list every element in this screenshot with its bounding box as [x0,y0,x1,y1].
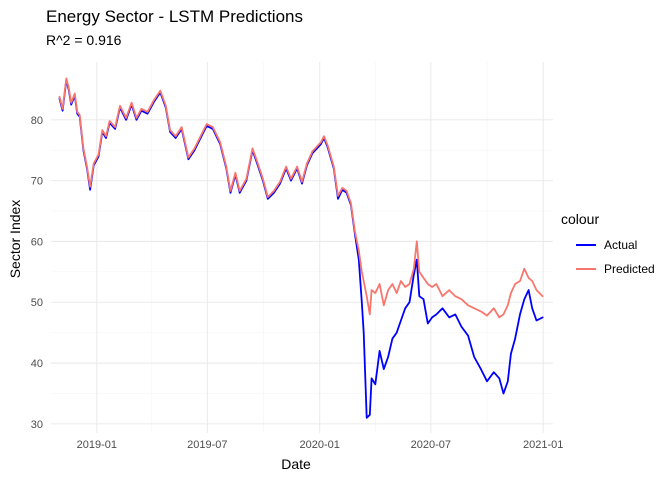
plot-panel [51,62,553,433]
y-tick-label: 80 [31,115,43,127]
minor-gridlines [51,62,553,433]
chart-title: Energy Sector - LSTM Predictions [46,7,303,26]
y-axis-ticks: 30 40 50 60 70 80 [31,115,43,431]
series-line-predicted [58,77,544,319]
y-axis-title: Sector Index [7,200,23,279]
legend-items: Actual Predicted [576,238,655,276]
y-tick-label: 60 [31,236,43,248]
x-tick-label: 2020-07 [411,439,451,451]
legend: colour Actual Predicted [561,211,655,276]
legend-label-predicted: Predicted [604,262,655,276]
x-tick-label: 2019-01 [77,439,117,451]
x-tick-label: 2019-07 [187,439,227,451]
x-tick-label: 2020-01 [300,439,340,451]
series-line-actual [58,79,544,419]
x-axis-ticks: 2019-01 2019-07 2020-01 2020-07 2021-01 [77,439,564,451]
chart-subtitle: R^2 = 0.916 [46,32,122,48]
y-tick-label: 40 [31,358,43,370]
x-axis-title: Date [281,456,311,472]
y-tick-label: 50 [31,297,43,309]
legend-label-actual: Actual [604,238,637,252]
y-tick-label: 30 [31,419,43,431]
x-tick-label: 2021-01 [523,439,563,451]
y-tick-label: 70 [31,176,43,188]
series-lines [58,77,544,419]
legend-title: colour [561,211,599,227]
